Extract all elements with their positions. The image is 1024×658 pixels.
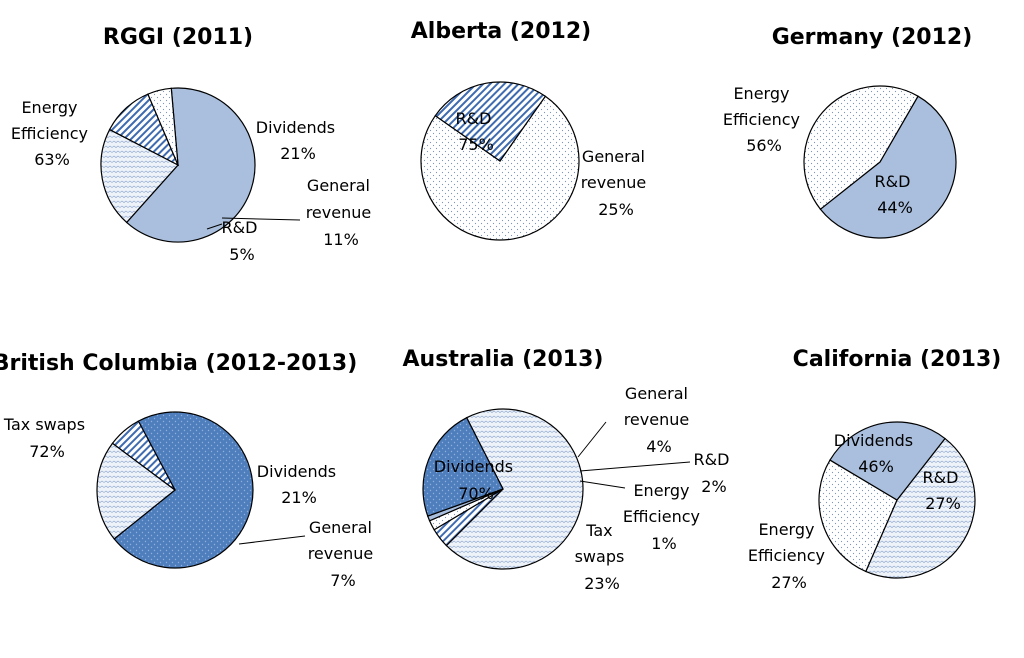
pie-alberta (420, 81, 580, 241)
label-rggi-general-revenue: General revenue 11% (306, 176, 377, 249)
pie-slice-dividends (100, 128, 179, 224)
label-australia-tax-swaps: Tax swaps 23% (575, 521, 630, 593)
pie-australia (422, 408, 584, 570)
leader-bc-general-revenue (238, 535, 306, 545)
label-california-dividends: Dividends 46% (834, 431, 918, 476)
pie-slice-energy-efficiency (819, 95, 957, 239)
label-alberta-rd: R&D 75% (455, 109, 496, 154)
label-alberta-general-revenue: General revenue 25% (581, 147, 652, 219)
labels-california: Dividends 46% R&D 27% Energy Efficiency … (748, 431, 963, 592)
label-rggi-energy-efficiency: Energy Efficiency 63% (11, 98, 93, 169)
label-australia-energy-efficiency: Energy Efficiency 1% (623, 481, 705, 553)
leader-australia-energy-efficiency (579, 480, 626, 489)
labels-british-columbia: Tax swaps 72% Dividends 21% General reve… (3, 415, 379, 590)
leader-australia-general-revenue (577, 421, 607, 458)
pie-slice-dividends (864, 437, 976, 579)
labels-rggi: Energy Efficiency 63% Dividends 21% Gene… (11, 98, 377, 264)
pie-slice-dividends (96, 442, 176, 540)
chart-title-british-columbia: British Columbia (2012-2013) (0, 351, 357, 376)
chart-title-california: California (2013) (793, 347, 1002, 372)
pie-slice-general-revenue (111, 420, 176, 491)
pie-slice-tax-swaps (113, 411, 254, 569)
label-australia-dividends: Dividends 70% (434, 457, 518, 503)
pie-slice-dividends (445, 408, 584, 570)
pie-slice-energy-efficiency (125, 87, 256, 243)
label-california-energy-efficiency: Energy Efficiency 27% (748, 520, 830, 592)
label-australia-general-revenue: General revenue 4% (624, 384, 695, 456)
label-rggi-rd: R&D 5% (221, 218, 262, 264)
pie-slice-general-revenue (434, 81, 547, 162)
pie-slice-rd (147, 87, 179, 166)
pie-slice-tax-swaps (422, 416, 504, 517)
pie-slice-rd (420, 95, 580, 241)
label-australia-rd: R&D 2% (693, 450, 734, 496)
label-bc-dividends: Dividends 21% (257, 462, 341, 507)
label-germany-energy-efficiency: Energy Efficiency 56% (723, 84, 805, 155)
chart-title-alberta: Alberta (2012) (411, 19, 591, 44)
pie-rggi (100, 87, 256, 243)
leader-rggi-rd (206, 223, 223, 230)
labels-australia: Dividends 70% General revenue 4% R&D 2% … (434, 384, 734, 593)
pie-slice-rd (803, 85, 919, 211)
pie-slice-rd (818, 459, 898, 573)
labels-alberta: R&D 75% General revenue 25% (455, 109, 652, 219)
labels-germany: Energy Efficiency 56% R&D 44% (723, 84, 915, 217)
chart-title-australia: Australia (2013) (403, 347, 604, 372)
leader-lines (206, 217, 691, 545)
chart-title-rggi: RGGI (2011) (103, 25, 253, 50)
label-california-rd: R&D 27% (922, 468, 963, 513)
label-bc-general-revenue: General revenue 7% (308, 518, 379, 590)
pie-germany (803, 85, 957, 239)
label-bc-tax-swaps: Tax swaps 72% (3, 415, 90, 461)
pie-british-columbia (96, 411, 254, 569)
chart-title-germany: Germany (2012) (772, 25, 973, 50)
label-rggi-dividends: Dividends 21% (256, 118, 340, 163)
pie-california (818, 421, 976, 579)
pie-slice-energy-efficiency (829, 421, 946, 501)
leader-australia-rd (579, 461, 691, 472)
leader-rggi-general-revenue (221, 217, 301, 221)
label-germany-rd: R&D 44% (874, 172, 915, 217)
